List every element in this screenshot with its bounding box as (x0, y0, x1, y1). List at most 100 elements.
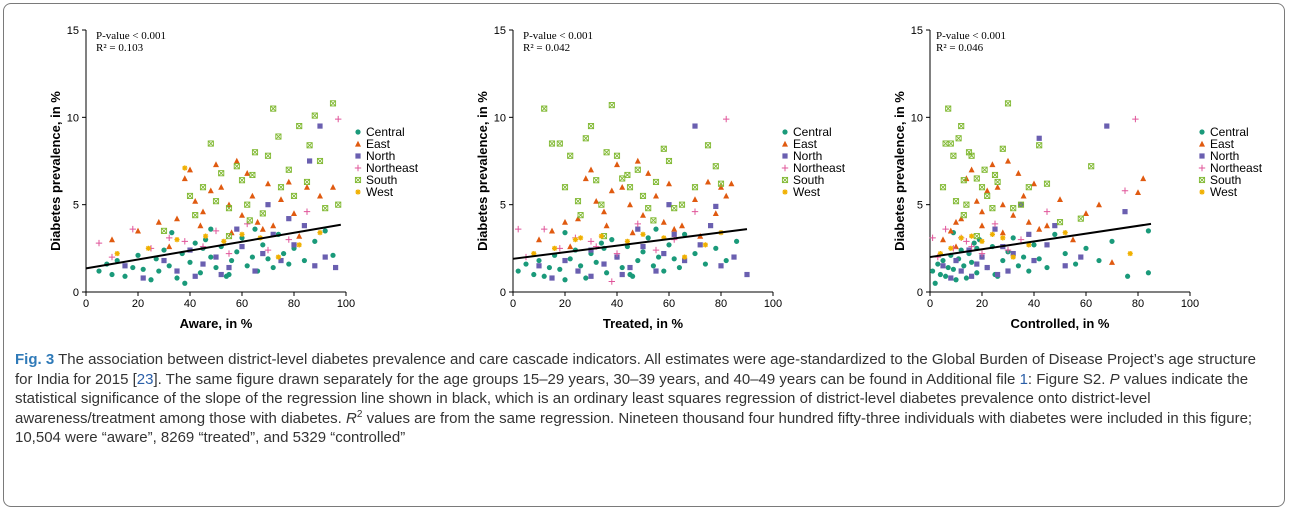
data-point-central (130, 264, 136, 271)
data-point-northeast (929, 234, 936, 242)
data-point-central (953, 277, 959, 283)
data-point-east (1005, 157, 1011, 164)
legend-label: North (793, 149, 823, 163)
data-point-south (186, 192, 194, 199)
p-value-annotation: P-value < 0.001 (96, 30, 167, 42)
data-point-north (948, 275, 954, 281)
data-point-central (249, 254, 255, 260)
data-point-east (718, 184, 724, 190)
data-point-central (122, 273, 128, 279)
data-point-south (945, 105, 952, 112)
data-point-east (582, 175, 589, 182)
data-point-east (296, 232, 303, 239)
data-point-east (645, 170, 652, 176)
data-point-central (961, 263, 967, 269)
data-point-west (174, 237, 180, 243)
scatter-plot-controlled: 0 5 10 15 0 20 40 60 80 100 Controlled, in % Diabet… (892, 25, 1199, 331)
data-point-east (629, 229, 636, 236)
y-tick-label: 0 (500, 287, 506, 299)
data-point-north (588, 247, 594, 253)
data-point-north (1036, 135, 1042, 141)
data-point-east (166, 243, 173, 250)
data-point-east (562, 218, 568, 225)
data-point-east (187, 166, 193, 173)
data-point-east (200, 208, 206, 215)
data-point-south (624, 171, 631, 179)
data-point-central (656, 254, 662, 260)
legend-item-north: North (1196, 150, 1262, 162)
x-axis-label: Controlled, in % (1011, 316, 1110, 331)
y-tick-label: 5 (73, 200, 79, 212)
data-point-south (939, 184, 947, 191)
r-squared-annotation: R² = 0.042 (523, 42, 571, 54)
data-point-north (969, 273, 975, 279)
legend-marker (355, 189, 361, 195)
data-point-central (1062, 250, 1068, 257)
data-point-north (640, 243, 646, 250)
data-point-north (286, 216, 292, 222)
legend-marker (781, 164, 789, 172)
additional-file-link[interactable]: 1 (1019, 370, 1028, 388)
data-point-west (702, 242, 708, 248)
data-point-north (979, 254, 985, 260)
data-point-north (671, 231, 677, 237)
data-point-northeast (1017, 236, 1025, 243)
y-tick-label: 0 (73, 287, 79, 299)
data-point-south (311, 112, 318, 119)
data-point-east (984, 187, 991, 194)
caption-text: values are from the same regression. Nin… (15, 409, 1253, 447)
data-point-west (624, 238, 630, 244)
data-point-east (1020, 192, 1027, 199)
data-point-east (608, 187, 615, 194)
data-point-northeast (129, 225, 136, 233)
data-point-northeast (652, 246, 660, 254)
data-point-central (593, 259, 599, 265)
data-point-south (277, 184, 285, 191)
data-point-northeast (285, 236, 292, 243)
data-point-south (316, 157, 324, 165)
data-point-west (1000, 235, 1006, 241)
data-point-northeast (541, 225, 548, 233)
data-point-central (935, 261, 941, 267)
data-point-east (999, 229, 1006, 236)
triangle-marker-icon (779, 138, 791, 150)
data-point-central (562, 230, 568, 236)
data-point-north (291, 242, 297, 248)
reference-link[interactable]: 23 (136, 370, 154, 388)
data-point-central (734, 238, 740, 244)
data-point-east (207, 187, 214, 194)
data-point-east (174, 215, 180, 222)
data-point-south (942, 140, 949, 147)
data-point-east (989, 161, 996, 168)
data-point-south (1077, 215, 1084, 222)
legend-label: Northeast (793, 161, 846, 175)
data-point-north (278, 257, 284, 264)
data-point-south (335, 201, 342, 208)
data-point-west (640, 231, 646, 237)
square-marker-icon (779, 150, 791, 162)
data-point-east (728, 180, 735, 187)
x-tick-label: 0 (510, 298, 516, 310)
data-point-north (1005, 268, 1011, 274)
data-point-north (265, 202, 271, 208)
data-point-west (958, 235, 964, 241)
legend-label: East (366, 137, 391, 151)
y-tick-label: 5 (917, 200, 923, 212)
square-marker-icon (352, 150, 364, 162)
data-point-east (660, 218, 667, 225)
data-point-south (665, 157, 673, 165)
data-point-west (572, 237, 578, 243)
data-point-west (203, 233, 209, 239)
data-points (515, 102, 750, 285)
data-point-south (244, 201, 251, 208)
data-point-central (270, 264, 276, 271)
data-point-central (244, 263, 250, 269)
data-point-north (627, 264, 633, 271)
data-point-south (952, 198, 960, 205)
data-point-east (692, 196, 698, 203)
y-tick-label: 10 (67, 112, 79, 124)
data-point-east (666, 180, 672, 187)
data-point-north (260, 250, 266, 257)
data-point-north (1031, 257, 1037, 264)
data-point-south (717, 180, 725, 187)
